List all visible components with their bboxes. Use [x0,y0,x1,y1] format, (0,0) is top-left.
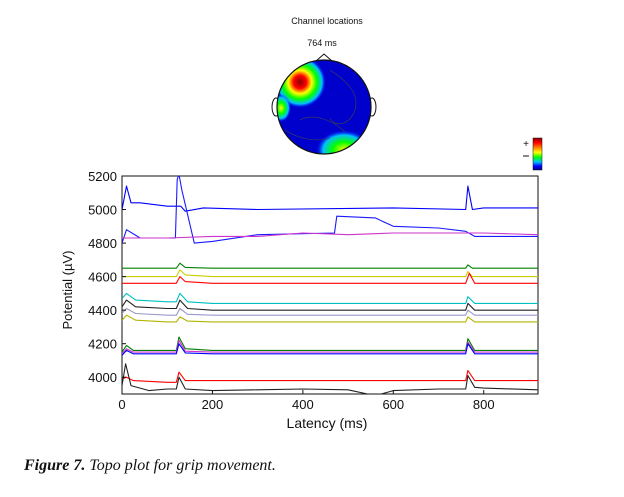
x-tick-label: 0 [118,397,125,412]
y-tick-label: 5000 [88,203,117,218]
plot-area [121,175,539,395]
colorbar-plus-label: + [523,139,529,150]
series-line-7 [122,292,538,304]
series-line-10 [122,314,538,323]
topo-time-label: 764 ms [307,38,337,48]
series-line-14 [122,369,538,383]
series-line-3 [122,232,538,239]
figure-caption: Figure 7. Topo plot for grip movement. [24,457,276,475]
x-axis-label: Latency (ms) [287,415,368,431]
series-line-6 [122,272,538,284]
series-line-8 [122,299,538,311]
topo-head-map [271,53,377,155]
topo-colorbar: + [523,137,543,171]
series-line-11 [122,336,538,353]
y-tick-label: 4400 [88,303,117,318]
y-tick-label: 4200 [88,337,117,352]
x-tick-label: 600 [382,397,404,412]
y-tick-label: 4800 [88,236,117,251]
figure-label: Figure 7. [24,457,86,474]
x-tick-label: 400 [292,397,314,412]
series-line-5 [122,269,538,278]
y-axis-label: Potential (µV) [60,250,75,329]
series-line-9 [122,307,538,316]
erp-chart: 0 200 400 600 800 4000 4200 4400 4600 4800 5000 520… [60,169,539,431]
y-tick-label: 5200 [88,169,117,184]
series-line-1 [122,185,538,212]
topo-nose [315,53,333,62]
caption-text: Topo plot for grip movement. [85,457,276,474]
x-tick-label: 200 [202,397,224,412]
x-tick-label: 800 [473,397,495,412]
y-tick-label: 4600 [88,270,117,285]
series-line-13 [122,343,538,356]
series-line-12 [122,339,538,355]
topo-title: Channel locations [291,16,363,26]
series-line-4 [122,262,538,269]
y-tick-label: 4000 [88,370,117,385]
series-line-15 [122,363,538,394]
